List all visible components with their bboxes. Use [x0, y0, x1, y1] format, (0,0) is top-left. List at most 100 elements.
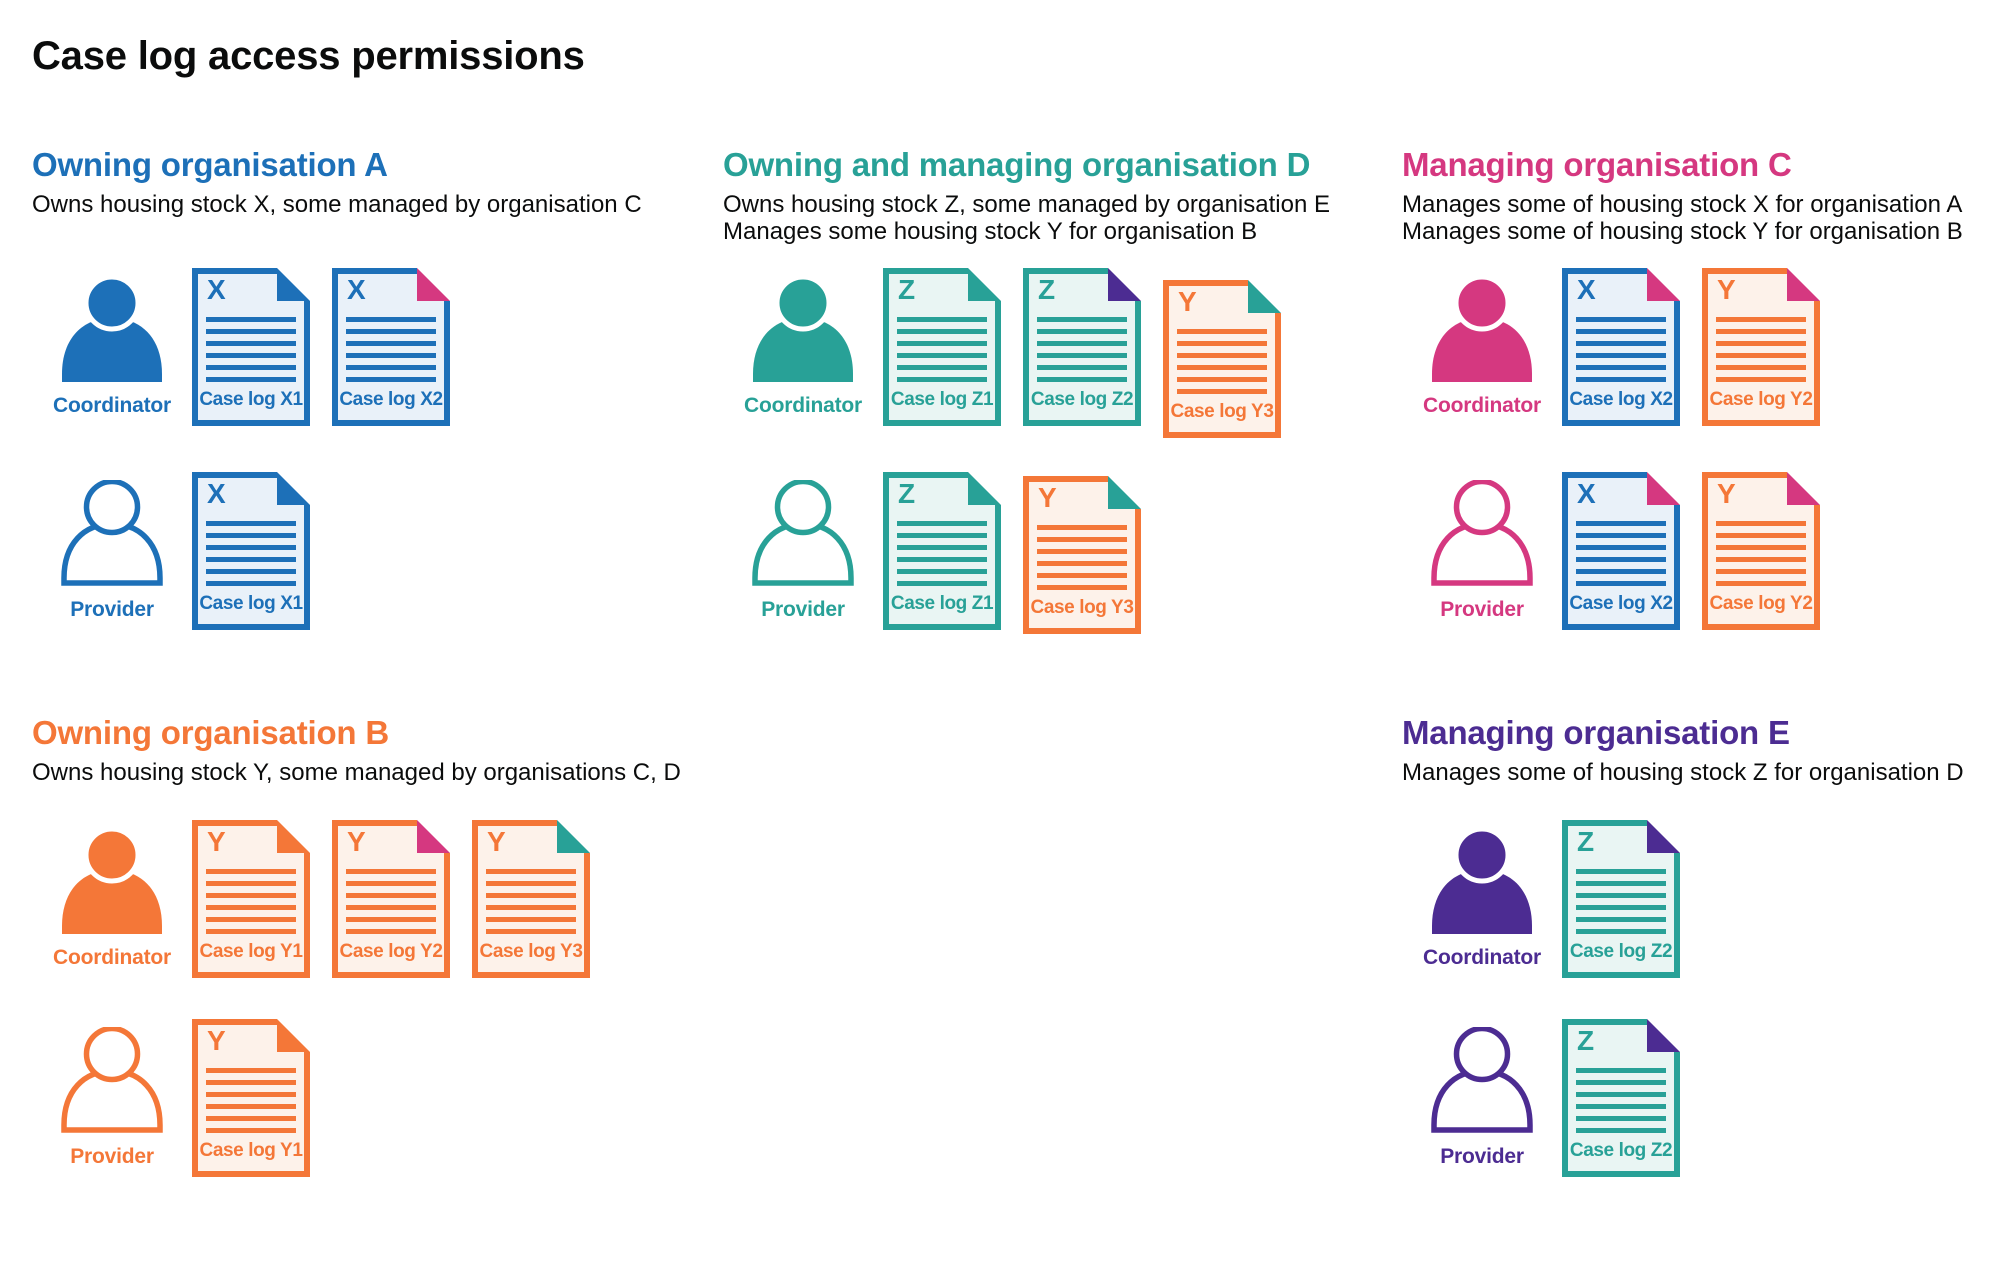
doc-lines [1037, 525, 1127, 590]
role-label: Coordinator [1423, 946, 1541, 969]
org-c-coordinator-row: Coordinator X Case log X2 Y Case log Y2 [1402, 268, 1820, 426]
org-c-description-line2: Manages some of housing stock Y for orga… [1402, 218, 1963, 245]
doc-lines [1576, 1068, 1666, 1133]
org-e-coordinator-row: Coordinator Z Case log Z2 [1402, 820, 1680, 978]
doc-lines [206, 869, 296, 934]
case-log-doc: Z Case log Z2 [1023, 268, 1141, 426]
org-a-coordinator-row: Coordinator X Case log X1 X Case log X2 [32, 268, 450, 426]
doc-label: Case log X2 [1569, 593, 1673, 614]
org-c-description-line1: Manages some of housing stock X for orga… [1402, 191, 1963, 218]
role-label: Coordinator [1423, 394, 1541, 417]
case-log-doc: Y Case log Y2 [332, 820, 450, 978]
doc-lines [1576, 869, 1666, 934]
doc-letter: Y [207, 826, 226, 857]
doc-label: Case log X1 [199, 593, 303, 614]
coordinator-icon [1426, 828, 1538, 934]
org-d-description: Owns housing stock Z, some managed by or… [723, 191, 1383, 245]
doc-lines [206, 317, 296, 382]
org-b-provider-docs: Y Case log Y1 [192, 1019, 310, 1177]
doc-lines [346, 869, 436, 934]
org-section-a: Owning organisation A Owns housing stock… [32, 145, 692, 713]
doc-label: Case log Y2 [1709, 389, 1813, 410]
doc-lines [1576, 317, 1666, 382]
doc-label: Case log Y2 [339, 941, 443, 962]
org-c-coordinator-docs: X Case log X2 Y Case log Y2 [1562, 268, 1820, 426]
role-label: Coordinator [53, 394, 171, 417]
doc-label: Case log Z2 [1030, 389, 1134, 410]
org-e-coordinator: Coordinator [1402, 820, 1562, 970]
org-section-c: Managing organisation C Manages some of … [1402, 145, 2000, 713]
org-b-provider-row: Provider Y Case log Y1 [32, 1019, 310, 1177]
doc-label: Case log Z2 [1569, 941, 1673, 962]
doc-label: Case log X1 [199, 389, 303, 410]
doc-letter: Y [347, 826, 366, 857]
org-e-provider-row: Provider Z Case log Z2 [1402, 1019, 1680, 1177]
doc-lines [206, 1068, 296, 1133]
org-d-coordinator-row: Coordinator Z Case log Z1 Z Case log Z2 … [723, 268, 1281, 438]
case-log-doc: Z Case log Z1 [883, 472, 1001, 630]
doc-label: Case log X2 [339, 389, 443, 410]
org-e-provider-docs: Z Case log Z2 [1562, 1019, 1680, 1177]
org-d-heading: Owning and managing organisation D [723, 146, 1311, 183]
org-b-description: Owns housing stock Y, some managed by or… [32, 759, 681, 786]
doc-lines [346, 317, 436, 382]
role-label: Provider [70, 598, 154, 621]
case-log-doc: Y Case log Y3 [1163, 280, 1281, 438]
doc-letter: Z [898, 274, 916, 305]
org-d-description-line1: Owns housing stock Z, some managed by or… [723, 191, 1330, 218]
case-log-doc: X Case log X2 [332, 268, 450, 426]
org-e-provider: Provider [1402, 1019, 1562, 1169]
doc-letter: Z [1577, 1025, 1595, 1056]
org-d-description-line2: Manages some housing stock Y for organis… [723, 218, 1258, 245]
doc-letter: X [207, 478, 226, 509]
org-e-coordinator-docs: Z Case log Z2 [1562, 820, 1680, 978]
provider-icon [56, 1027, 168, 1133]
org-a-coordinator-docs: X Case log X1 X Case log X2 [192, 268, 450, 426]
doc-letter: X [207, 274, 226, 305]
org-c-description: Manages some of housing stock X for orga… [1402, 191, 2000, 245]
doc-letter: X [347, 274, 366, 305]
doc-lines [1576, 521, 1666, 586]
doc-letter: X [1577, 274, 1596, 305]
case-log-doc: Z Case log Z2 [1562, 820, 1680, 978]
doc-label: Case log Z2 [1569, 1140, 1673, 1161]
doc-letter: X [1577, 478, 1596, 509]
org-a-provider: Provider [32, 472, 192, 622]
doc-letter: Y [1717, 274, 1736, 305]
provider-icon [747, 480, 859, 586]
coordinator-icon [1426, 276, 1538, 382]
org-d-provider-docs: Z Case log Z1 Y Case log Y3 [883, 472, 1141, 634]
role-label: Coordinator [744, 394, 862, 417]
case-log-doc: X Case log X1 [192, 472, 310, 630]
doc-label: Case log Y3 [479, 941, 583, 962]
org-b-heading: Owning organisation B [32, 714, 389, 751]
doc-letter: Z [1577, 826, 1595, 857]
doc-letter: Y [1178, 286, 1197, 317]
doc-label: Case log Z1 [890, 593, 994, 614]
org-e-description: Manages some of housing stock Z for orga… [1402, 759, 1964, 786]
provider-icon [1426, 480, 1538, 586]
org-c-provider-row: Provider X Case log X2 Y Case log Y2 [1402, 472, 1820, 630]
org-d-coordinator-docs: Z Case log Z1 Z Case log Z2 Y Case log Y… [883, 268, 1281, 438]
org-a-provider-row: Provider X Case log X1 [32, 472, 310, 630]
doc-letter: Y [207, 1025, 226, 1056]
case-log-doc: Y Case log Y3 [472, 820, 590, 978]
org-b-coordinator: Coordinator [32, 820, 192, 970]
case-log-doc: X Case log X2 [1562, 268, 1680, 426]
org-a-description: Owns housing stock X, some managed by or… [32, 191, 642, 218]
page-title: Case log access permissions [32, 34, 585, 78]
org-b-coordinator-row: Coordinator Y Case log Y1 Y Case log Y2 … [32, 820, 590, 978]
org-a-coordinator: Coordinator [32, 268, 192, 418]
doc-label: Case log Y1 [199, 1140, 303, 1161]
org-b-provider: Provider [32, 1019, 192, 1169]
doc-lines [206, 521, 296, 586]
case-log-doc: Z Case log Z2 [1562, 1019, 1680, 1177]
case-log-doc: X Case log X1 [192, 268, 310, 426]
case-log-doc: Y Case log Y1 [192, 1019, 310, 1177]
org-d-provider-row: Provider Z Case log Z1 Y Case log Y3 [723, 472, 1141, 634]
role-label: Provider [70, 1145, 154, 1168]
org-a-heading: Owning organisation A [32, 146, 388, 183]
doc-letter: Y [487, 826, 506, 857]
case-log-doc: Y Case log Y3 [1023, 476, 1141, 634]
